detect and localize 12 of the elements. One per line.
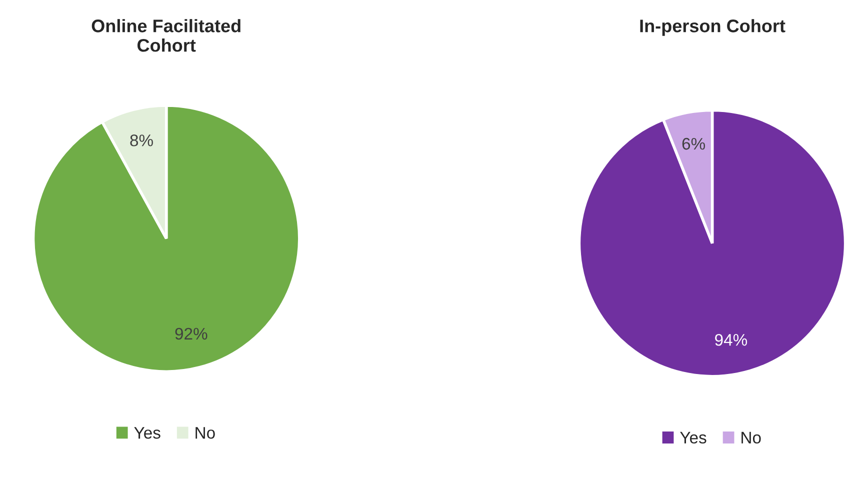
chart-title: Online Facilitated Cohort (92, 19, 240, 52)
data-label: 6% (682, 138, 706, 150)
legend-label: Yes (134, 427, 160, 439)
chart-title: In-person Cohort (640, 19, 786, 36)
legend-label: No (196, 427, 215, 439)
data-label: 92% (175, 328, 208, 340)
data-label: 8% (130, 134, 153, 146)
pie-slice (578, 108, 847, 378)
legend-label: No (742, 432, 761, 444)
pie-slice (32, 104, 301, 373)
legend-label: Yes (680, 432, 706, 444)
data-label: 94% (715, 334, 748, 346)
